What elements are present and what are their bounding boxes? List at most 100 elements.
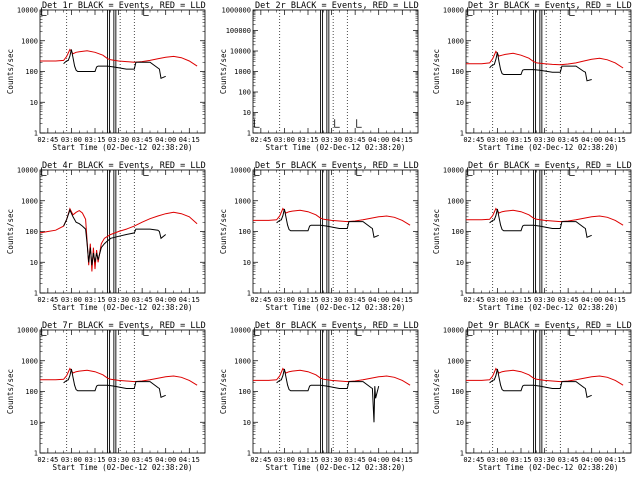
x-tick-label: 03:45 xyxy=(558,296,579,304)
x-tick-label: 02:45 xyxy=(37,456,58,464)
x-tick-label: 03:45 xyxy=(132,296,153,304)
panel-det-7r: Det 7r BLACK = Events, RED = LLD 1 10 100 10… xyxy=(6,321,206,472)
x-tick-label: 04:15 xyxy=(179,456,200,464)
bracket-mark xyxy=(356,167,362,176)
y-axis-label: Counts/sec xyxy=(6,369,15,414)
x-tick-label: 03:30 xyxy=(321,456,342,464)
panel-det-2r: Det 2r BLACK = Events, RED = LLD 1 10 100 10… xyxy=(219,1,419,152)
y-tick-label: 10 xyxy=(243,419,251,427)
x-tick-label: 04:00 xyxy=(368,296,389,304)
y-axis-label: Counts/sec xyxy=(432,369,441,414)
panel-title: Det 2r BLACK = Events, RED = LLD xyxy=(255,1,419,11)
series-line-events xyxy=(63,49,166,80)
x-tick-label: 03:15 xyxy=(84,136,105,144)
x-tick-label: 04:00 xyxy=(155,136,176,144)
panel-det-3r: Det 3r BLACK = Events, RED = LLD 1 10 100 10… xyxy=(432,1,632,152)
y-tick-label: 10000 xyxy=(443,167,464,175)
y-tick-label: 1 xyxy=(34,130,38,138)
y-tick-label: 1000 xyxy=(447,37,464,45)
y-axis-label: Counts/sec xyxy=(432,49,441,94)
bracket-mark xyxy=(41,7,47,16)
x-tick-label: 03:00 xyxy=(274,296,295,304)
x-tick-label: 04:15 xyxy=(605,136,626,144)
y-axis-label: Counts/sec xyxy=(219,369,228,414)
y-tick-label: 100 xyxy=(451,228,464,236)
x-tick-label: 04:00 xyxy=(368,136,389,144)
x-tick-label: 03:15 xyxy=(297,136,318,144)
y-tick-label: 10000 xyxy=(17,7,38,15)
panel-det-4r: Det 4r BLACK = Events, RED = LLD 1 10 100 10… xyxy=(6,161,206,312)
y-tick-label: 1000 xyxy=(21,37,38,45)
plot-frame xyxy=(465,329,632,454)
x-tick-label: 03:45 xyxy=(345,456,366,464)
x-tick-label: 02:45 xyxy=(37,296,58,304)
bracket-mark xyxy=(569,167,575,176)
x-tick-label: 03:30 xyxy=(108,296,129,304)
y-tick-label: 1 xyxy=(34,450,38,458)
y-tick-label: 10000 xyxy=(443,327,464,335)
y-tick-label: 100 xyxy=(238,388,251,396)
panel-title: Det 7r BLACK = Events, RED = LLD xyxy=(42,321,206,331)
x-tick-label: 04:15 xyxy=(605,456,626,464)
x-tick-label: 03:30 xyxy=(534,296,555,304)
y-tick-label: 100 xyxy=(25,228,38,236)
bracket-mark xyxy=(467,167,473,176)
x-tick-label: 04:00 xyxy=(155,456,176,464)
panel-det-9r: Det 9r BLACK = Events, RED = LLD 1 10 100 10… xyxy=(432,321,632,472)
x-tick-label: 02:45 xyxy=(250,456,271,464)
series-line-events xyxy=(489,368,592,399)
x-tick-label: 04:00 xyxy=(581,456,602,464)
panel-title: Det 8r BLACK = Events, RED = LLD xyxy=(255,321,419,331)
x-tick-label: 03:15 xyxy=(84,296,105,304)
y-tick-label: 10 xyxy=(243,109,251,117)
x-tick-label: 03:00 xyxy=(274,136,295,144)
bracket-mark xyxy=(254,167,260,176)
plot-frame xyxy=(39,169,206,294)
y-tick-label: 1000 xyxy=(21,357,38,365)
plot-frame xyxy=(252,329,419,454)
bracket-mark xyxy=(41,167,47,176)
plot-frame xyxy=(465,169,632,294)
x-tick-label: 04:00 xyxy=(581,136,602,144)
x-axis-label: Start Time (02-Dec-12 02:38:20) xyxy=(53,303,193,312)
panel-title: Det 1r BLACK = Events, RED = LLD xyxy=(42,1,206,11)
x-axis-label: Start Time (02-Dec-12 02:38:20) xyxy=(266,303,406,312)
y-tick-label: 100 xyxy=(451,388,464,396)
x-tick-label: 02:45 xyxy=(463,136,484,144)
plot-frame xyxy=(39,9,206,134)
series-line-lld xyxy=(466,367,624,386)
x-tick-label: 03:30 xyxy=(108,456,129,464)
y-tick-label: 1 xyxy=(460,130,464,138)
series-line-events xyxy=(489,52,592,82)
y-tick-label: 1000 xyxy=(234,68,251,76)
x-tick-label: 03:15 xyxy=(297,296,318,304)
x-tick-label: 04:15 xyxy=(392,456,413,464)
panel-det-6r: Det 6r BLACK = Events, RED = LLD 1 10 100 10… xyxy=(432,161,632,312)
panel-det-5r: Det 5r BLACK = Events, RED = LLD 1 10 100 10… xyxy=(219,161,419,312)
y-tick-label: 1 xyxy=(460,290,464,298)
x-tick-label: 03:45 xyxy=(132,136,153,144)
x-tick-label: 02:45 xyxy=(463,456,484,464)
y-tick-label: 100 xyxy=(25,388,38,396)
x-tick-label: 03:00 xyxy=(274,456,295,464)
y-tick-label: 1 xyxy=(34,290,38,298)
y-tick-label: 100 xyxy=(238,228,251,236)
y-tick-label: 100000 xyxy=(226,27,251,35)
x-tick-label: 03:15 xyxy=(510,296,531,304)
series-line-lld xyxy=(253,207,411,226)
y-tick-label: 10 xyxy=(30,419,38,427)
x-tick-label: 03:00 xyxy=(487,296,508,304)
y-tick-label: 100 xyxy=(451,68,464,76)
x-tick-label: 03:15 xyxy=(297,456,318,464)
bracket-mark xyxy=(143,167,149,176)
series-line-events xyxy=(276,368,380,423)
y-tick-label: 10 xyxy=(456,99,464,107)
y-axis-label: Counts/sec xyxy=(219,49,228,94)
bracket-mark xyxy=(467,7,473,16)
panel-title: Det 5r BLACK = Events, RED = LLD xyxy=(255,161,419,171)
x-tick-label: 02:45 xyxy=(463,296,484,304)
x-tick-label: 04:15 xyxy=(179,136,200,144)
x-tick-label: 03:00 xyxy=(61,296,82,304)
series-line-lld xyxy=(40,367,198,386)
bracket-mark xyxy=(569,7,575,16)
